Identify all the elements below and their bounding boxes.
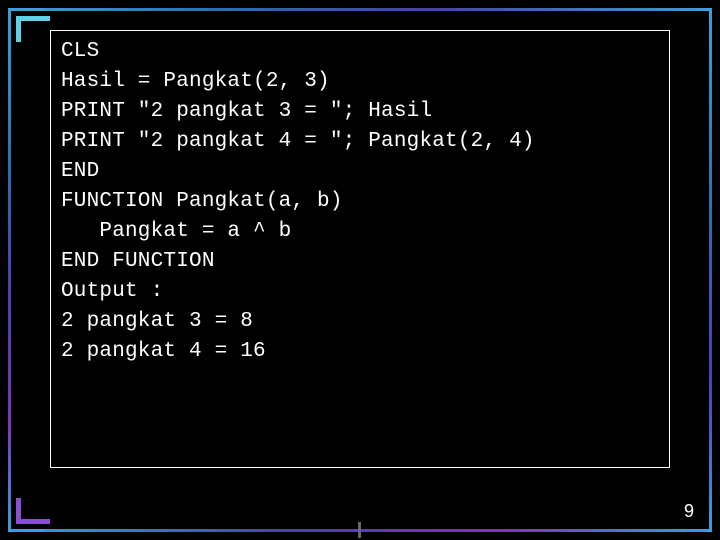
- code-line: Pangkat = a ^ b: [61, 217, 659, 247]
- code-line: FUNCTION Pangkat(a, b): [61, 187, 659, 217]
- code-line: END FUNCTION: [61, 247, 659, 277]
- corner-accent-bottom-left: [16, 498, 50, 524]
- frame-border-right: [709, 8, 712, 532]
- frame-border-left: [8, 8, 44, 532]
- corner-accent-top-left: [16, 16, 50, 42]
- code-line: END: [61, 157, 659, 187]
- code-line: PRINT "2 pangkat 3 = "; Hasil: [61, 97, 659, 127]
- code-line: 2 pangkat 3 = 8: [61, 307, 659, 337]
- code-line: PRINT "2 pangkat 4 = "; Pangkat(2, 4): [61, 127, 659, 157]
- code-line: CLS: [61, 37, 659, 67]
- frame-border-top: [8, 8, 712, 11]
- code-line: Hasil = Pangkat(2, 3): [61, 67, 659, 97]
- code-line: Output :: [61, 277, 659, 307]
- bottom-tick-mark: [358, 522, 361, 538]
- page-number: 9: [684, 501, 694, 522]
- code-block: CLS Hasil = Pangkat(2, 3) PRINT "2 pangk…: [50, 30, 670, 468]
- code-line: 2 pangkat 4 = 16: [61, 337, 659, 367]
